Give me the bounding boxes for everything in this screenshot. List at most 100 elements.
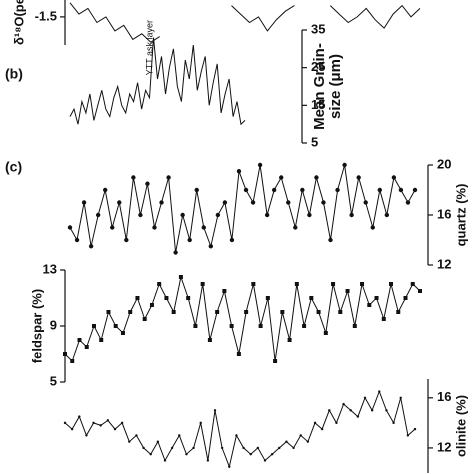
marker bbox=[164, 296, 169, 300]
marker bbox=[302, 324, 307, 328]
marker bbox=[236, 169, 242, 174]
y-tick-label: -1.5 bbox=[35, 8, 57, 23]
marker bbox=[91, 324, 96, 328]
marker bbox=[294, 282, 299, 286]
marker bbox=[173, 250, 178, 255]
marker bbox=[178, 434, 181, 437]
marker bbox=[78, 415, 81, 418]
marker bbox=[250, 200, 256, 205]
marker bbox=[309, 296, 314, 300]
marker bbox=[106, 419, 110, 422]
marker bbox=[206, 459, 210, 462]
marker bbox=[410, 282, 415, 286]
marker bbox=[229, 324, 234, 328]
marker bbox=[200, 282, 205, 286]
marker bbox=[389, 282, 394, 286]
marker bbox=[88, 244, 94, 249]
marker bbox=[135, 296, 140, 300]
marker bbox=[249, 453, 252, 456]
marker bbox=[403, 296, 408, 300]
series-line bbox=[69, 2, 421, 43]
marker bbox=[286, 200, 291, 205]
marker bbox=[251, 282, 256, 286]
marker bbox=[300, 187, 305, 193]
y-tick-label: 20 bbox=[437, 156, 451, 171]
marker bbox=[201, 225, 206, 230]
marker bbox=[406, 434, 410, 437]
marker bbox=[313, 421, 317, 425]
series-line bbox=[69, 164, 416, 253]
marker bbox=[398, 187, 404, 193]
marker bbox=[264, 212, 270, 218]
y-axis-label: size (μm) bbox=[327, 54, 344, 119]
marker bbox=[271, 187, 277, 193]
marker bbox=[385, 409, 388, 412]
marker bbox=[152, 225, 157, 230]
marker bbox=[135, 434, 138, 437]
marker bbox=[63, 421, 67, 425]
marker bbox=[99, 424, 102, 427]
marker bbox=[342, 162, 347, 168]
marker bbox=[194, 187, 199, 193]
marker bbox=[74, 237, 80, 243]
marker bbox=[85, 434, 88, 437]
marker bbox=[120, 421, 124, 425]
marker bbox=[278, 446, 281, 450]
marker bbox=[377, 187, 382, 193]
marker bbox=[187, 237, 192, 243]
marker bbox=[142, 446, 145, 450]
marker bbox=[258, 324, 263, 328]
marker bbox=[120, 331, 125, 335]
marker bbox=[331, 282, 336, 286]
marker bbox=[92, 421, 95, 425]
marker bbox=[163, 459, 167, 462]
marker bbox=[156, 440, 160, 443]
marker bbox=[265, 296, 270, 300]
series-line bbox=[69, 37, 246, 126]
marker bbox=[180, 212, 185, 218]
y-tick-label: 12 bbox=[437, 439, 451, 454]
y-tick-label: 25 bbox=[311, 59, 325, 74]
marker bbox=[413, 427, 417, 431]
marker bbox=[244, 310, 249, 314]
marker bbox=[292, 446, 295, 450]
marker bbox=[193, 324, 198, 328]
marker bbox=[229, 237, 235, 243]
marker bbox=[270, 453, 274, 456]
y-axis-label: Mean Grain- bbox=[311, 43, 328, 130]
marker bbox=[149, 303, 154, 307]
marker bbox=[363, 396, 367, 399]
marker bbox=[124, 237, 129, 243]
marker bbox=[256, 446, 260, 450]
marker bbox=[215, 212, 221, 218]
marker bbox=[335, 421, 338, 425]
marker bbox=[285, 440, 288, 443]
marker bbox=[185, 453, 188, 456]
marker bbox=[314, 175, 319, 180]
marker bbox=[273, 359, 278, 363]
marker bbox=[378, 390, 381, 393]
marker bbox=[293, 225, 298, 230]
series-line bbox=[64, 275, 421, 362]
marker bbox=[208, 244, 214, 249]
marker bbox=[257, 162, 263, 168]
marker bbox=[412, 187, 418, 193]
annotation: YTT ask layer bbox=[144, 20, 154, 75]
marker bbox=[77, 338, 82, 342]
marker bbox=[338, 310, 343, 314]
marker bbox=[186, 296, 191, 300]
marker bbox=[263, 459, 267, 462]
marker bbox=[178, 275, 183, 279]
panel-label: (b) bbox=[5, 66, 23, 82]
y-tick-label: 13 bbox=[43, 261, 57, 276]
marker bbox=[396, 310, 401, 314]
marker bbox=[103, 187, 108, 193]
marker bbox=[287, 338, 292, 342]
marker bbox=[131, 175, 136, 180]
marker bbox=[222, 289, 227, 293]
marker bbox=[149, 453, 152, 456]
y-tick-label: 35 bbox=[311, 21, 325, 36]
marker bbox=[213, 409, 217, 412]
y-axis-label: feldspar (%) bbox=[29, 289, 44, 363]
